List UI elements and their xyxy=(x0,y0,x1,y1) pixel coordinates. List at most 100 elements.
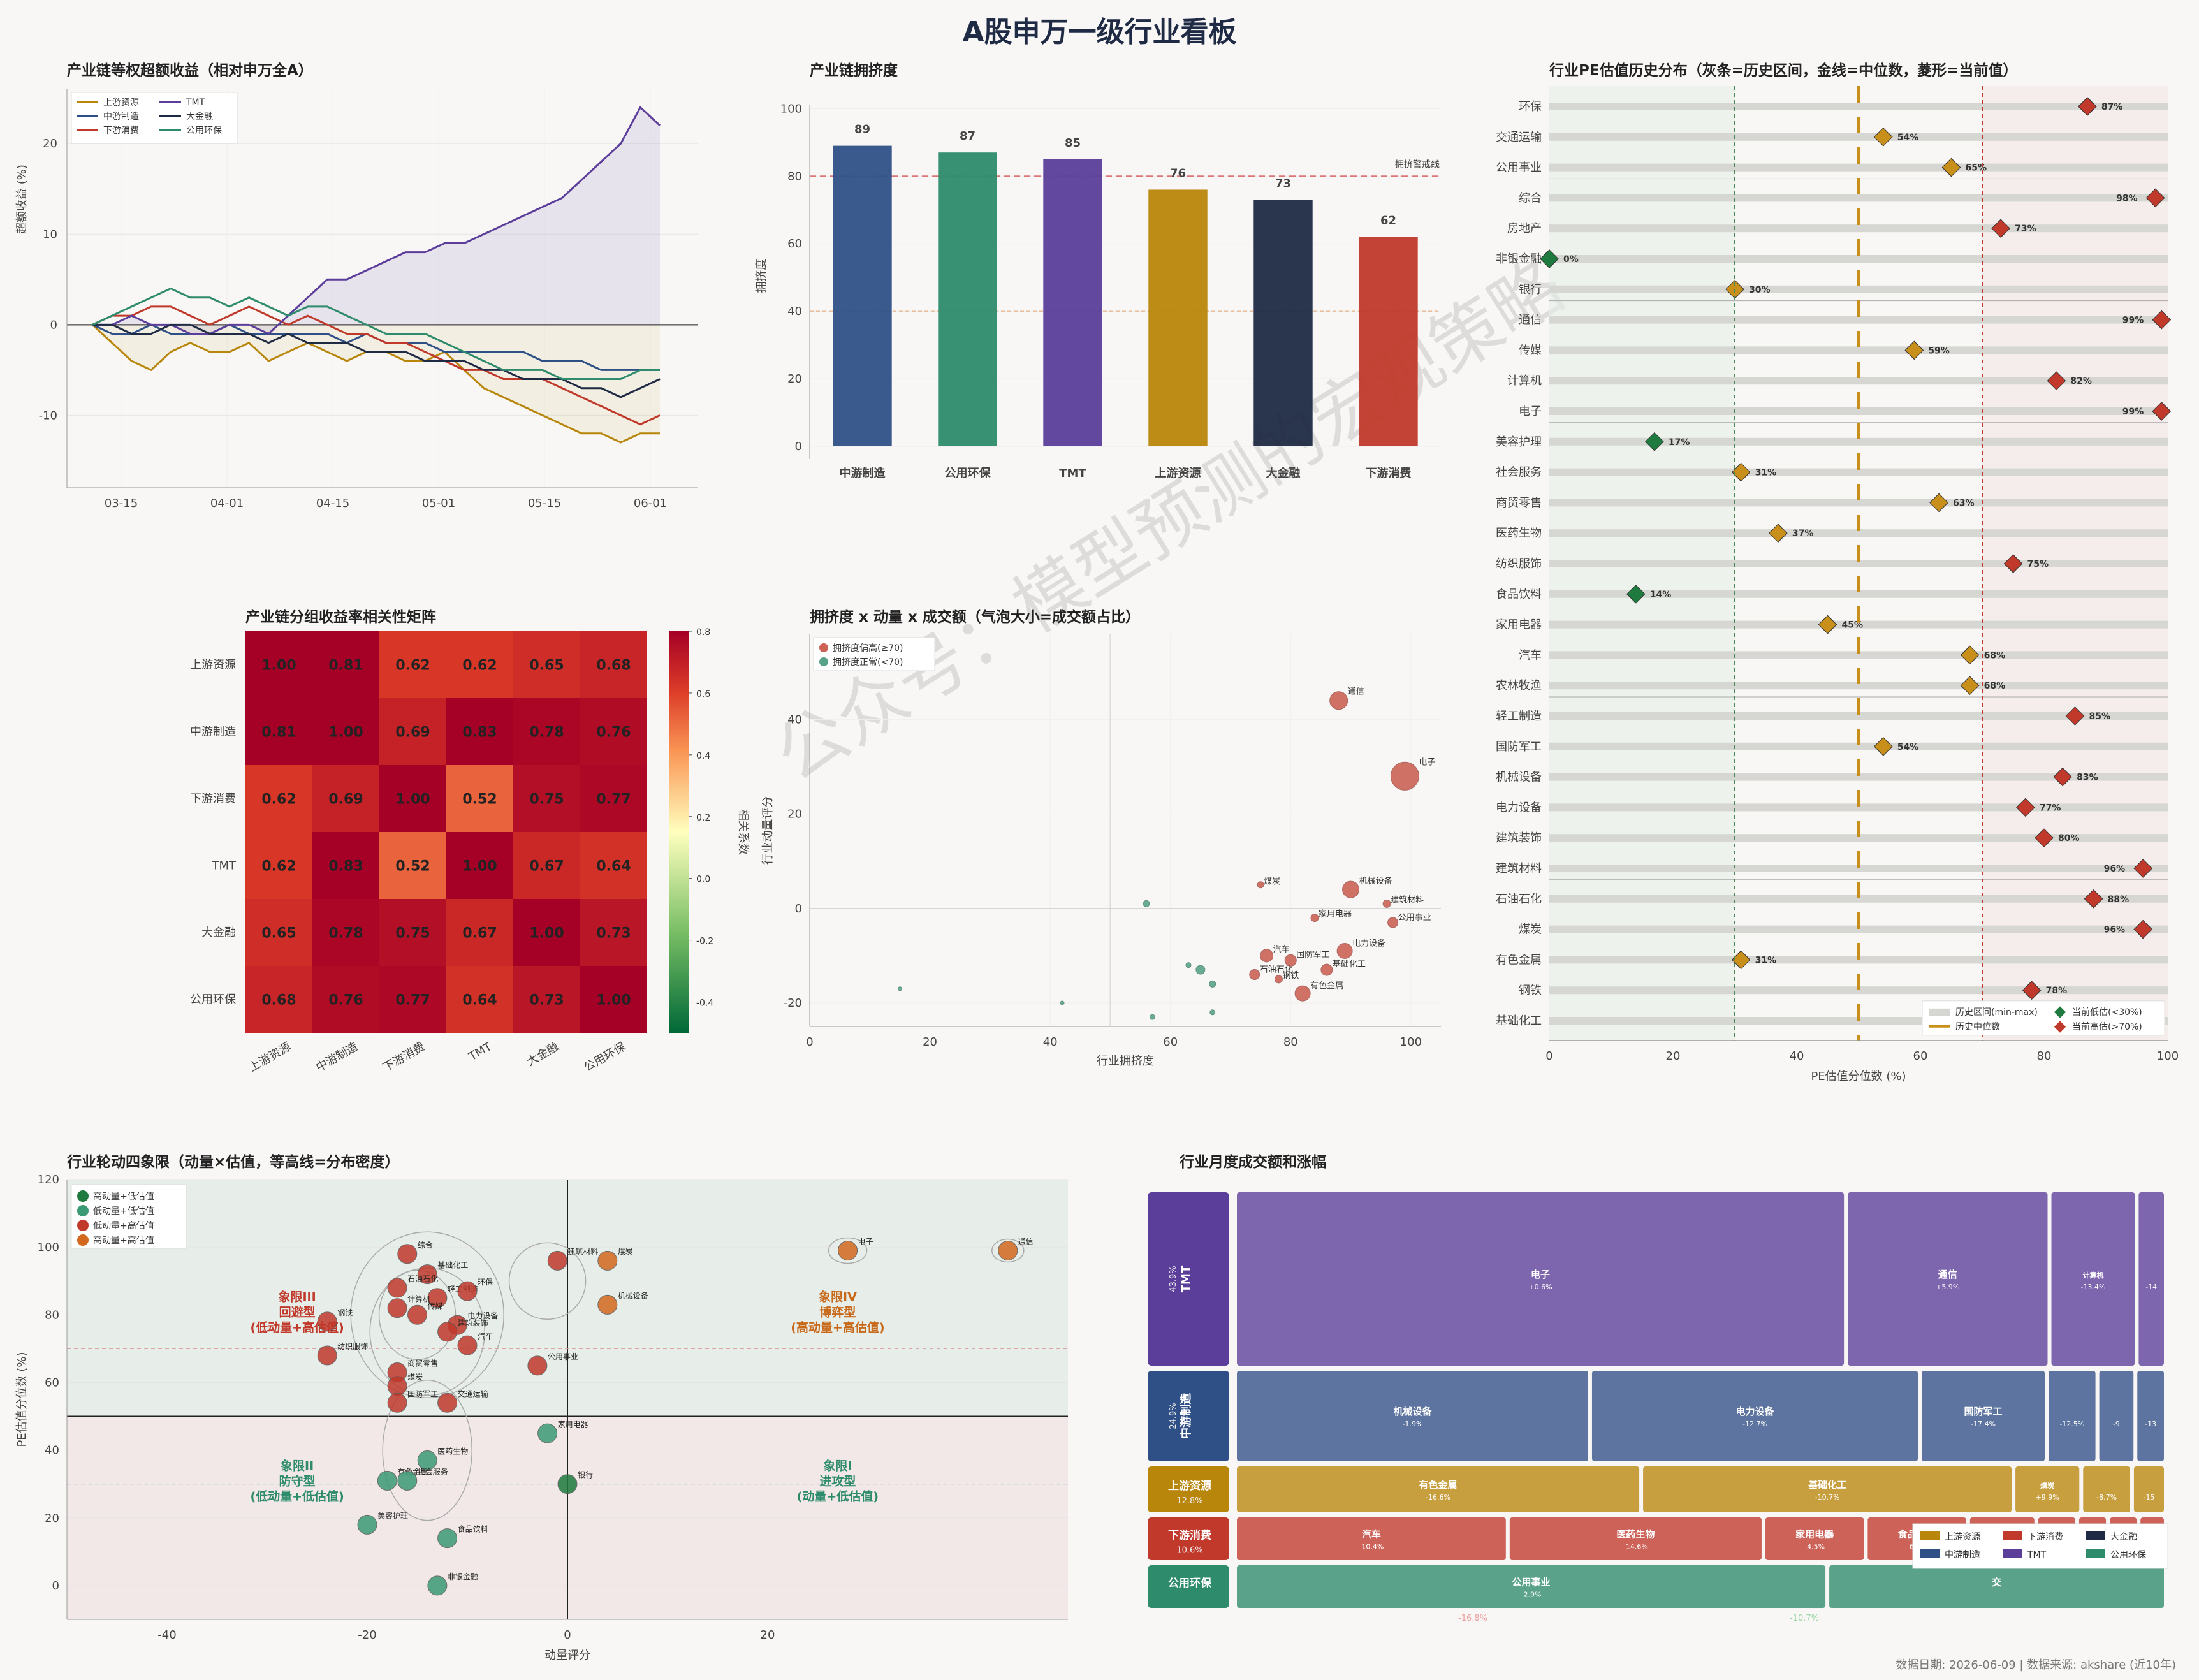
current-value-label: 78% xyxy=(2046,986,2068,996)
point-label: 计算机 xyxy=(407,1294,430,1304)
legend-label: 中游制造 xyxy=(1945,1550,1980,1560)
point-label: 非银金融 xyxy=(448,1572,478,1581)
history-range-bar xyxy=(1549,163,2168,172)
heatmap-cell xyxy=(446,765,513,832)
current-value-marker xyxy=(1626,584,1646,604)
bubble-label: 钢铁 xyxy=(1282,971,1299,981)
row-label: 国防军工 xyxy=(1496,740,1542,754)
row-label: 大金融 xyxy=(201,926,236,940)
tile-change: -9 xyxy=(2113,1420,2120,1428)
cell-value: 0.65 xyxy=(261,926,296,942)
treemap-tile xyxy=(1237,1517,1506,1560)
row-label: TMT xyxy=(211,859,237,873)
legend-swatch xyxy=(1929,1008,1950,1016)
y-tick-label: -20 xyxy=(784,997,802,1010)
row-label: 电力设备 xyxy=(1496,801,1542,814)
quadrant-description: (高动量+高估值) xyxy=(791,1320,884,1334)
heatmap-cell xyxy=(379,765,446,832)
heatmap-cell xyxy=(513,832,580,899)
bar-下游消费 xyxy=(1359,237,1418,446)
row-label: 煤炭 xyxy=(1519,923,1542,937)
bubble-label: 煤炭 xyxy=(1264,877,1280,887)
x-tick-label: 05-01 xyxy=(422,497,455,510)
y-tick-label: 0 xyxy=(52,1579,59,1593)
quadrant-subtitle: 防守型 xyxy=(279,1474,316,1489)
heatmap-cell xyxy=(245,631,312,698)
bubble-point xyxy=(1143,900,1150,907)
bubble-label: 通信 xyxy=(1348,687,1364,697)
legend-label: TMT xyxy=(186,98,205,108)
bubble-point xyxy=(1387,917,1399,928)
x-tick-label: 40 xyxy=(1790,1049,1804,1063)
heatmap-cell xyxy=(312,899,379,966)
y-tick-label: 0 xyxy=(795,440,802,453)
bottom-label: -16.8% xyxy=(1458,1614,1487,1623)
quadrant-point xyxy=(407,1304,427,1325)
current-value-label: 77% xyxy=(2040,803,2061,813)
bar-value-label: 73 xyxy=(1275,177,1291,190)
footer-source: 数据日期: 2026-06-09 | 数据来源: akshare (近10年) xyxy=(1896,1658,2176,1672)
current-value-label: 68% xyxy=(1984,681,2006,691)
cell-value: 1.00 xyxy=(395,792,430,808)
current-value-marker xyxy=(2145,188,2165,208)
point-label: 环保 xyxy=(478,1278,493,1287)
history-range-bar xyxy=(1549,194,2168,202)
legend-label: TMT xyxy=(2027,1550,2047,1560)
tile-name: 煤炭 xyxy=(2040,1481,2054,1490)
current-value-label: 96% xyxy=(2104,864,2126,874)
current-value-label: 99% xyxy=(2122,316,2144,326)
current-value-label: 68% xyxy=(1984,650,2006,661)
tile-change: +5.9% xyxy=(1936,1283,1959,1291)
y-tick-label: -10 xyxy=(39,409,57,422)
x-tick-label: 80 xyxy=(2037,1049,2052,1063)
quadrant-point xyxy=(397,1470,418,1491)
legend-marker xyxy=(77,1190,89,1202)
col-label: 公用环保 xyxy=(581,1040,628,1074)
current-value-marker xyxy=(2047,371,2066,391)
bar-value-label: 76 xyxy=(1170,166,1186,180)
treemap-tile xyxy=(1829,1565,2164,1608)
row-label: 传媒 xyxy=(1519,344,1542,357)
heatmap-cell xyxy=(312,832,379,899)
treemap-tile xyxy=(1237,1466,1640,1512)
legend-marker xyxy=(819,657,828,666)
chart-title: 行业PE估值历史分布（灰条=历史区间，金线=中位数，菱形=当前值） xyxy=(1549,62,2017,79)
legend-label: 上游资源 xyxy=(1945,1532,1980,1542)
point-label: 国防军工 xyxy=(407,1389,438,1398)
current-value-label: 80% xyxy=(2058,833,2080,844)
history-range-bar xyxy=(1549,316,2168,324)
current-value-marker xyxy=(2003,554,2023,573)
bubble-label: 国防军工 xyxy=(1296,949,1329,960)
treemap-tile xyxy=(2138,1192,2164,1366)
legend-label: 大金融 xyxy=(186,112,213,122)
heatmap-cell xyxy=(446,832,513,899)
quadrant-point xyxy=(597,1294,618,1315)
tile-name: 通信 xyxy=(1938,1269,1957,1280)
bubble-point xyxy=(1185,962,1192,968)
current-value-marker xyxy=(1873,127,1893,147)
current-value-marker xyxy=(1904,340,1924,360)
current-value-marker xyxy=(1540,249,1559,268)
treemap-tile xyxy=(2049,1371,2096,1461)
legend-swatch xyxy=(2003,1531,2022,1540)
row-label: 上游资源 xyxy=(190,659,236,672)
row-label: 钢铁 xyxy=(1519,984,1542,997)
cell-value: 0.64 xyxy=(596,859,631,875)
heatmap-cell xyxy=(513,765,580,832)
quadrant-point xyxy=(437,1528,458,1549)
bar-value-label: 89 xyxy=(854,123,870,136)
row-label: 综合 xyxy=(1519,191,1542,205)
legend-label: 公用环保 xyxy=(2110,1550,2146,1560)
current-value-marker xyxy=(2152,402,2172,421)
treemap-tile xyxy=(1591,1371,1918,1461)
group-header xyxy=(1148,1466,1229,1512)
y-tick-label: 20 xyxy=(45,1512,59,1525)
treemap-tile xyxy=(1848,1192,2048,1366)
heatmap-cell xyxy=(580,966,647,1033)
bubble-point xyxy=(1274,975,1283,984)
point-label: 电力设备 xyxy=(467,1311,498,1320)
legend-label: 上游资源 xyxy=(103,98,139,108)
row-label: 电子 xyxy=(1519,405,1542,418)
treemap-tile xyxy=(1643,1466,2012,1512)
current-value-marker xyxy=(1731,462,1751,482)
